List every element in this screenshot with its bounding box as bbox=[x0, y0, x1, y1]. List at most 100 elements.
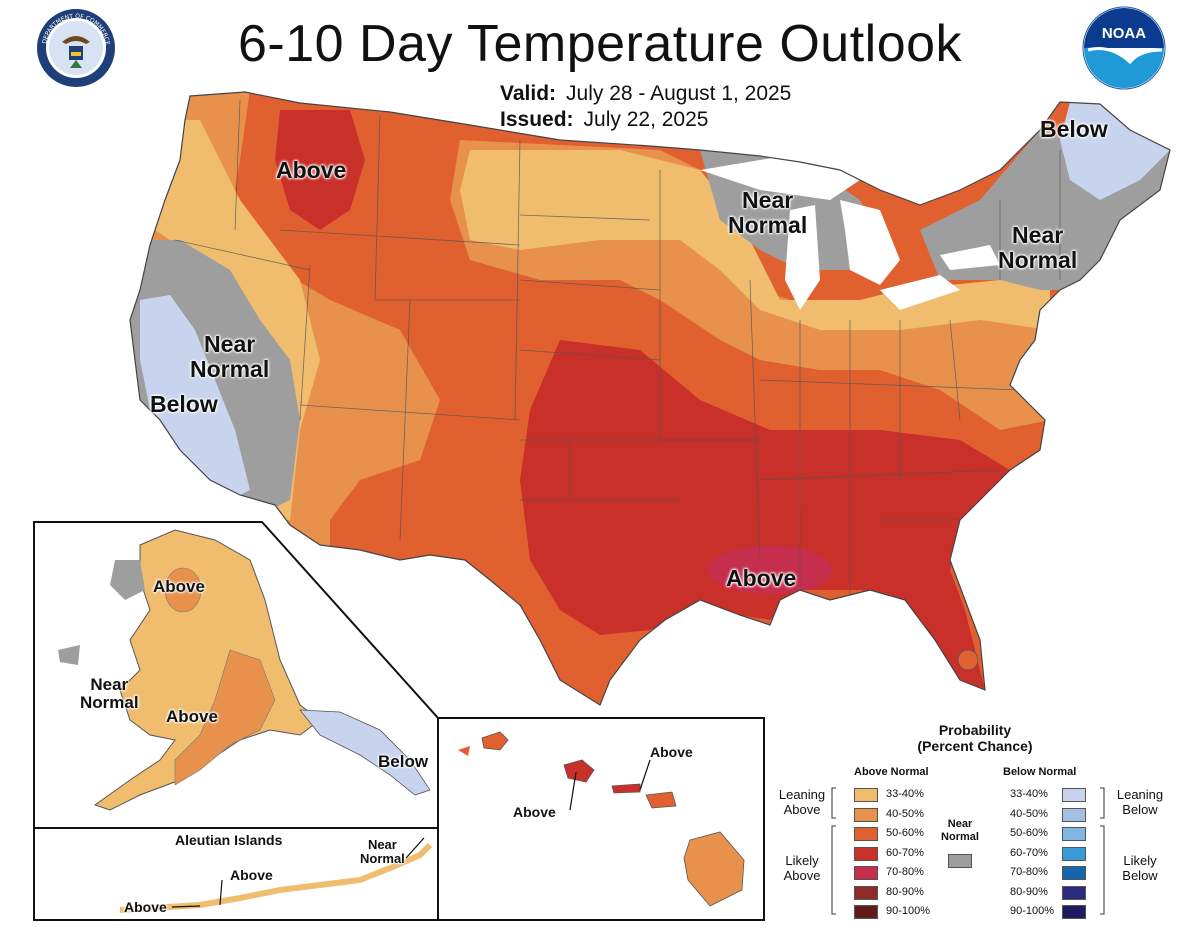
label-above-northwest: Above bbox=[276, 157, 347, 183]
label-aleutian-near-normal-l1: Near bbox=[367, 837, 397, 852]
legend-title: Probability (Percent Chance) bbox=[880, 722, 1070, 754]
legend-above-bin-1: 40-50% bbox=[886, 807, 924, 820]
legend-likely-above-l1: Likely bbox=[785, 853, 819, 868]
label-near-normal-gl-l2: Normal bbox=[728, 211, 808, 238]
legend-below-swatch-6 bbox=[1062, 905, 1086, 919]
probability-legend: Probability (Percent Chance) Above Norma… bbox=[770, 722, 1170, 922]
label-near-normal-gl-l1: Near bbox=[742, 187, 794, 213]
hawaii-maui bbox=[645, 791, 677, 809]
legend-leaning-above-l1: Leaning bbox=[778, 787, 826, 802]
label-aleutian-above-1: Above bbox=[230, 867, 273, 883]
legend-above-swatch-4 bbox=[854, 866, 878, 880]
alaska-40-50-south bbox=[174, 649, 276, 786]
legend-below-bin-4: 70-80% bbox=[1010, 866, 1048, 878]
legend-above-bin-5: 80-90% bbox=[886, 885, 924, 898]
label-below-northeast: Below bbox=[1040, 116, 1108, 142]
above-60-70-south bbox=[520, 340, 1010, 690]
label-aleutian-title: Aleutian Islands bbox=[175, 832, 283, 848]
legend-leaning-below: Leaning Below bbox=[1110, 787, 1170, 818]
hawaii-leader-2 bbox=[639, 759, 651, 791]
above-33-40-north bbox=[460, 150, 1050, 330]
label-above-gulf: Above bbox=[726, 565, 797, 591]
valid-line: Valid: July 28 - August 1, 2025 bbox=[500, 82, 791, 106]
label-near-normal-greatlakes: Near Normal bbox=[728, 188, 807, 238]
legend-below-bin-3: 60-70% bbox=[1010, 846, 1048, 859]
legend-likely-below-l1: Likely bbox=[1123, 853, 1157, 868]
alaska-near-normal-nw bbox=[110, 560, 145, 600]
legend-below-swatch-1 bbox=[1062, 807, 1086, 822]
valid-value: July 28 - August 1, 2025 bbox=[566, 82, 792, 105]
above-70-80-gulf bbox=[708, 546, 832, 594]
lake-michigan bbox=[785, 205, 820, 310]
label-near-normal-west-l1: Near bbox=[204, 331, 256, 357]
legend-above-bin-2: 50-60% bbox=[886, 827, 924, 839]
lake-huron bbox=[840, 200, 900, 285]
legend-near-normal-l1: Near bbox=[947, 818, 973, 830]
legend-below-bin-1: 40-50% bbox=[1010, 807, 1048, 820]
legend-below-bin-0: 33-40% bbox=[1010, 788, 1048, 800]
above-60-70-northwest bbox=[275, 110, 365, 230]
legend-above-swatch-5 bbox=[854, 885, 878, 900]
alaska-near-normal-island bbox=[58, 645, 80, 665]
legend-above-swatch-3 bbox=[854, 846, 878, 861]
label-near-normal-ne-l1: Near bbox=[1012, 222, 1064, 248]
legend-near-normal: Near Normal bbox=[938, 818, 982, 843]
aleutian-leader-3 bbox=[405, 837, 425, 859]
legend-likely-below: Likely Below bbox=[1110, 853, 1170, 884]
lake-ontario bbox=[940, 245, 1000, 270]
hawaii-molokai bbox=[611, 783, 641, 794]
legend-bracket-leaning-above bbox=[831, 787, 836, 819]
label-alaska-above-north: Above bbox=[153, 577, 205, 596]
label-alaska-near-normal-l2: Normal bbox=[80, 693, 139, 713]
label-below-west: Below bbox=[150, 391, 218, 417]
legend-bracket-likely-below bbox=[1100, 825, 1105, 915]
legend-below-swatch-3 bbox=[1062, 846, 1086, 861]
label-hawaii-above-1: Above bbox=[650, 744, 693, 760]
alaska-33-40 bbox=[93, 529, 321, 811]
issued-value: July 22, 2025 bbox=[583, 108, 709, 131]
legend-leaning-above: Leaning Above bbox=[772, 787, 832, 818]
noaa-logo-text: NOAA bbox=[1102, 25, 1146, 42]
label-alaska-below-panhandle: Below bbox=[378, 752, 429, 771]
legend-likely-above-l2: Above bbox=[783, 867, 821, 883]
florida-50-60-spot bbox=[957, 649, 979, 671]
hawaii-niihau bbox=[458, 746, 470, 756]
noaa-logo: NOAA bbox=[1082, 6, 1166, 90]
commerce-seal-logo: DEPARTMENT OF COMMERCE bbox=[37, 9, 115, 87]
label-near-normal-ne-l2: Normal bbox=[998, 246, 1078, 273]
legend-bracket-likely-above bbox=[831, 825, 836, 915]
aleutian-leader-2 bbox=[171, 905, 201, 908]
issued-line: Issued: July 22, 2025 bbox=[500, 108, 708, 132]
legend-above-swatch-1 bbox=[854, 807, 878, 822]
legend-below-swatch-0 bbox=[1062, 788, 1086, 802]
hawaii-big-island bbox=[683, 831, 745, 907]
legend-below-swatch-4 bbox=[1062, 866, 1086, 880]
valid-label: Valid: bbox=[500, 82, 557, 105]
hawaii-kauai bbox=[481, 731, 509, 751]
legend-below-bin-2: 50-60% bbox=[1010, 827, 1048, 839]
legend-above-swatch-2 bbox=[854, 827, 878, 841]
issued-label: Issued: bbox=[500, 108, 574, 131]
legend-below-header: Below Normal bbox=[1003, 766, 1077, 778]
label-near-normal-west-l2: Normal bbox=[190, 355, 270, 382]
legend-below-bin-5: 80-90% bbox=[1010, 885, 1048, 898]
below-33-40-west bbox=[140, 295, 250, 500]
legend-title-line2: (Percent Chance) bbox=[917, 738, 1033, 754]
legend-below-swatch-2 bbox=[1062, 827, 1086, 841]
label-alaska-near-normal: Near Normal bbox=[80, 675, 139, 713]
conus-outline bbox=[129, 91, 1171, 706]
hawaii-oahu bbox=[563, 759, 595, 783]
legend-above-swatch-0 bbox=[854, 788, 878, 802]
label-alaska-above-south: Above bbox=[166, 707, 218, 726]
label-hawaii-above-2: Above bbox=[513, 804, 556, 820]
legend-near-normal-swatch bbox=[948, 854, 972, 868]
label-aleutian-near-normal: Near Normal bbox=[360, 837, 405, 866]
legend-above-bin-6: 90-100% bbox=[886, 905, 931, 917]
legend-below-bin-6: 90-100% bbox=[1010, 905, 1055, 917]
label-near-normal-northeast: Near Normal bbox=[998, 223, 1077, 273]
legend-bracket-leaning-below bbox=[1100, 787, 1105, 819]
legend-likely-below-l2: Below bbox=[1122, 867, 1158, 883]
page-title: 6-10 Day Temperature Outlook bbox=[237, 15, 963, 73]
